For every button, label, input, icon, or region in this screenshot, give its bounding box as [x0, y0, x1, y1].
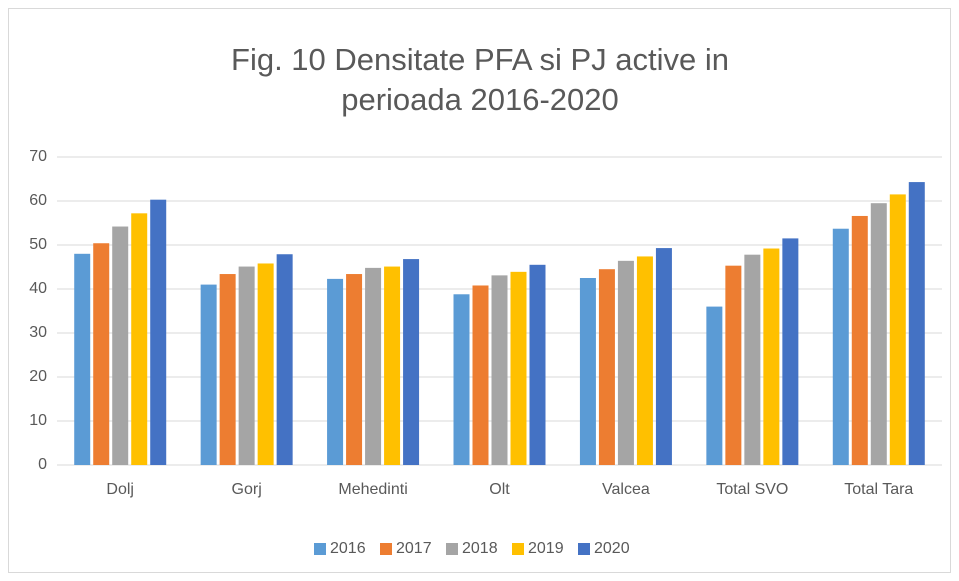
bar — [851, 215, 868, 465]
bar — [238, 266, 255, 465]
bar — [744, 254, 761, 465]
bar — [384, 266, 401, 465]
legend-swatch — [446, 543, 458, 555]
bar — [276, 254, 293, 465]
legend-label: 2019 — [528, 540, 564, 557]
x-tick-label: Dolj — [106, 481, 134, 498]
legend-label: 2020 — [594, 540, 630, 557]
bar — [636, 256, 653, 465]
bar — [598, 269, 615, 465]
bar — [491, 275, 508, 465]
legend-label: 2017 — [396, 540, 432, 557]
bar — [870, 203, 887, 465]
bar — [200, 284, 217, 465]
legend-swatch — [314, 543, 326, 555]
bar — [327, 278, 344, 465]
y-tick-label: 30 — [29, 324, 47, 341]
legend-label: 2016 — [330, 540, 366, 557]
x-tick-label: Gorj — [232, 481, 262, 498]
y-tick-label: 0 — [38, 456, 47, 473]
legend-swatch — [512, 543, 524, 555]
bar — [257, 263, 274, 465]
bar — [763, 248, 780, 465]
y-tick-label: 40 — [29, 280, 47, 297]
x-tick-label: Olt — [489, 481, 510, 498]
bar — [403, 259, 420, 465]
bar — [74, 253, 91, 465]
bar — [832, 228, 849, 465]
y-tick-label: 50 — [29, 236, 47, 253]
bar — [889, 194, 906, 465]
bar — [510, 271, 527, 465]
bar — [93, 243, 110, 465]
bar — [706, 306, 723, 465]
legend-swatch — [578, 543, 590, 555]
bar — [365, 267, 382, 465]
bar — [908, 182, 925, 465]
x-tick-label: Valcea — [602, 481, 650, 498]
bar — [131, 213, 148, 465]
bar — [219, 274, 236, 465]
y-tick-label: 60 — [29, 192, 47, 209]
bar — [655, 248, 672, 465]
bar — [617, 260, 634, 465]
y-tick-label: 20 — [29, 368, 47, 385]
x-tick-label: Total SVO — [716, 481, 788, 498]
chart-title: Fig. 10 Densitate PFA si PJ active in pe… — [231, 42, 729, 117]
bar — [579, 278, 596, 465]
x-tick-label: Mehedinti — [338, 481, 407, 498]
bar — [725, 265, 742, 465]
x-tick-label: Total Tara — [844, 481, 913, 498]
bar — [782, 238, 799, 465]
bar — [346, 274, 363, 465]
legend-swatch — [380, 543, 392, 555]
bar — [112, 226, 129, 465]
y-tick-label: 10 — [29, 412, 47, 429]
y-tick-label: 70 — [29, 148, 47, 165]
bar — [472, 285, 489, 465]
bar — [529, 264, 546, 465]
bar — [150, 199, 167, 465]
legend-label: 2018 — [462, 540, 498, 557]
bar — [453, 294, 470, 465]
